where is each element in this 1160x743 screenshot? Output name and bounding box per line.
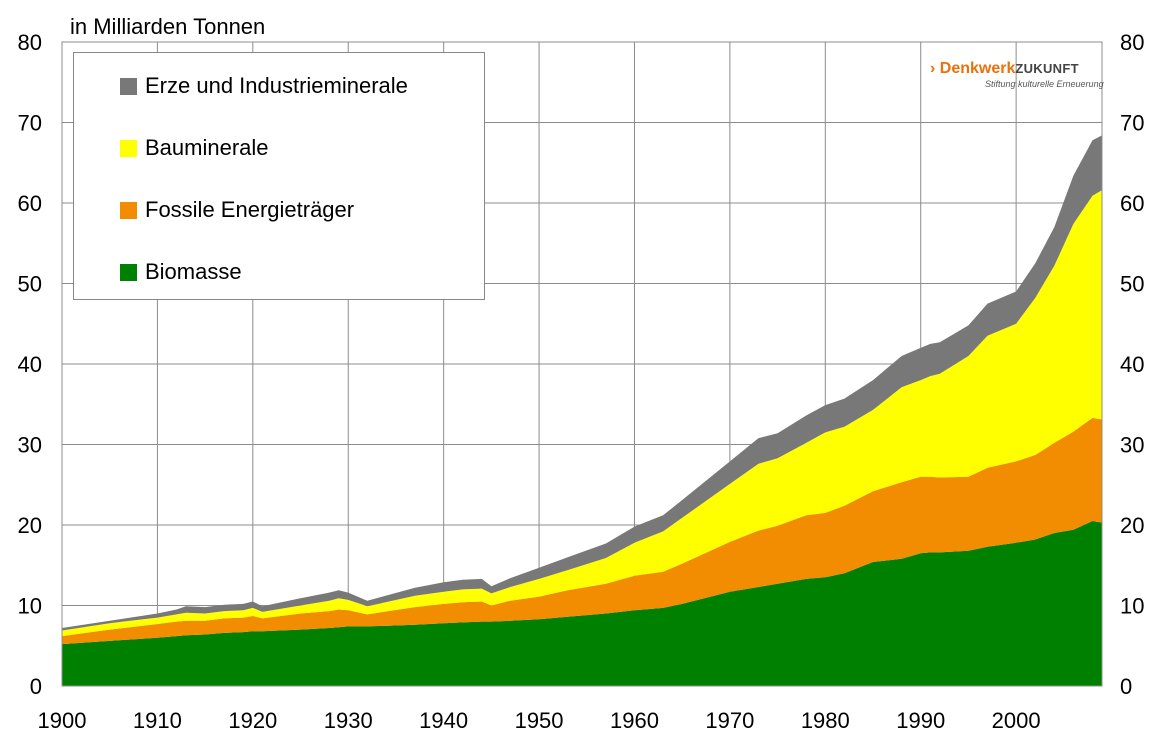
y-tick-label-right: 60 <box>1120 191 1144 216</box>
y-tick-label-right: 20 <box>1120 513 1144 538</box>
area-biomasse <box>62 521 1102 686</box>
y-tick-label-right: 80 <box>1120 30 1144 55</box>
y-tick-label-right: 70 <box>1120 111 1144 136</box>
x-tick-label: 1940 <box>419 708 468 733</box>
legend-swatch-construction-minerals <box>120 139 137 157</box>
logo-wordmark: › DenkwerkZUKUNFT <box>930 60 1090 78</box>
logo-main-text: Denkwerk <box>939 60 1016 77</box>
legend-item-biomass: Biomasse <box>120 257 242 287</box>
x-tick-label: 2000 <box>992 708 1041 733</box>
x-tick-label: 1900 <box>38 708 87 733</box>
denkwerk-zukunft-logo: › DenkwerkZUKUNFT Stiftung kulturelle Er… <box>930 60 1104 96</box>
y-axis-left: 0 10 20 30 40 50 60 70 80 <box>18 30 42 699</box>
legend-label-construction-minerals: Bauminerale <box>145 135 269 160</box>
y-tick-label-left: 50 <box>18 272 42 297</box>
x-tick-label: 1930 <box>324 708 373 733</box>
legend-swatch-fossil-fuels <box>120 201 137 219</box>
legend-swatch-ores <box>120 77 137 95</box>
area-bauminerale <box>62 190 1102 637</box>
y-tick-label-left: 0 <box>30 674 42 699</box>
legend-label-ores: Erze und Industrieminerale <box>145 73 408 98</box>
legend-swatch-biomass <box>120 263 137 281</box>
y-tick-label-right: 10 <box>1120 594 1144 619</box>
y-tick-label-right: 50 <box>1120 272 1144 297</box>
y-tick-label-left: 40 <box>18 352 42 377</box>
logo-arrow-icon: › <box>930 60 936 77</box>
legend-item-fossil-fuels: Fossile Energieträger <box>120 195 354 225</box>
legend: Erze und Industrieminerale Bauminerale F… <box>73 52 485 300</box>
plot-frame <box>61 41 1103 687</box>
y-tick-label-left: 10 <box>18 594 42 619</box>
y-tick-label-right: 40 <box>1120 352 1144 377</box>
logo-main-suffix: ZUKUNFT <box>1015 61 1079 76</box>
y-tick-label-right: 0 <box>1120 674 1132 699</box>
plot-border <box>61 41 1103 687</box>
area-fossile-energietr-ger <box>62 417 1102 645</box>
x-tick-label: 1980 <box>801 708 850 733</box>
y-tick-label-right: 30 <box>1120 433 1144 458</box>
area-erze-und-industrieminerale <box>62 135 1102 631</box>
x-axis: 1900 1910 1920 1930 1940 1950 1960 1970 1980 1990… <box>38 708 1041 733</box>
y-axis-unit-label: in Milliarden Tonnen <box>70 14 266 39</box>
y-tick-label-left: 20 <box>18 513 42 538</box>
x-tick-label: 1950 <box>515 708 564 733</box>
x-tick-label: 1990 <box>896 708 945 733</box>
legend-item-ores: Erze und Industrieminerale <box>120 71 408 101</box>
logo-subtitle: Stiftung kulturelle Erneuerung <box>985 79 1104 89</box>
legend-label-biomass: Biomasse <box>145 259 242 284</box>
y-tick-label-left: 70 <box>18 111 42 136</box>
y-axis-right: 0 10 20 30 40 50 60 70 80 <box>1120 30 1144 699</box>
x-tick-label: 1960 <box>610 708 659 733</box>
y-tick-label-left: 30 <box>18 433 42 458</box>
legend-item-construction-minerals: Bauminerale <box>120 133 269 163</box>
x-tick-label: 1910 <box>133 708 182 733</box>
y-tick-label-left: 60 <box>18 191 42 216</box>
y-tick-label-left: 80 <box>18 30 42 55</box>
area-series <box>62 135 1102 686</box>
x-tick-label: 1920 <box>228 708 277 733</box>
x-tick-label: 1970 <box>705 708 754 733</box>
legend-label-fossil-fuels: Fossile Energieträger <box>145 197 355 222</box>
